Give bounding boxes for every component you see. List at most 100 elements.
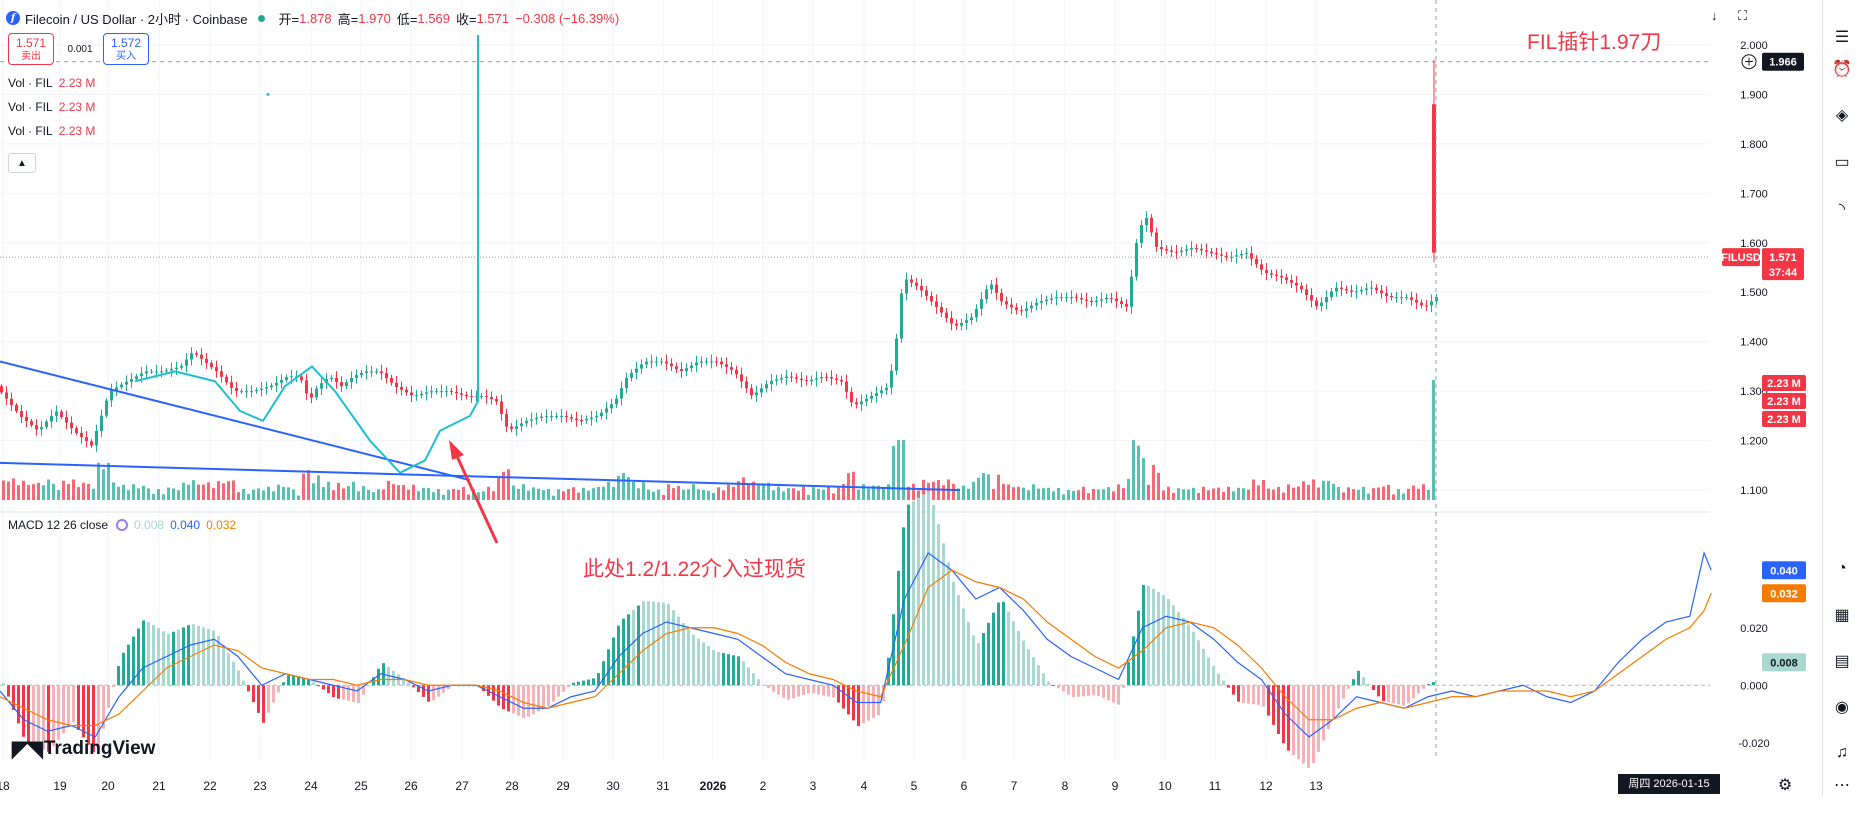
volume-bar <box>57 490 60 500</box>
candle-body <box>1345 289 1348 291</box>
broadcast-icon[interactable]: ◝ <box>1838 201 1846 218</box>
volume-bar <box>1392 494 1395 500</box>
layers-icon[interactable]: ◈ <box>1835 107 1849 124</box>
volume-bar <box>1007 484 1010 500</box>
macd-histogram-bar <box>1347 685 1350 689</box>
calendar-icon[interactable]: ▤ <box>1834 653 1850 670</box>
candle-body <box>1245 253 1248 255</box>
candle-body <box>1190 247 1193 250</box>
volume-legend[interactable]: Vol · FIL 2.23 M <box>8 100 95 114</box>
candle-body <box>715 361 718 363</box>
macd-signal-value: 0.032 <box>206 518 237 532</box>
macd-histogram-bar <box>532 685 535 715</box>
ideas-icon[interactable]: ◔ <box>1837 560 1847 577</box>
chart-canvas[interactable]: 2.000 1.900 1.800 1.700 1.600 1.500 1.400 1.300… <box>0 0 1864 797</box>
candle-body <box>145 371 148 374</box>
buy-button[interactable]: 1.572 买入 <box>103 33 149 65</box>
candle-body <box>1380 290 1383 294</box>
bell-icon[interactable]: ♫ <box>1836 744 1848 761</box>
candle-body <box>45 421 48 428</box>
volume-bar <box>1247 489 1250 500</box>
candle-body <box>410 392 413 396</box>
candle-body <box>1090 300 1093 303</box>
macd-histogram-bar <box>822 685 825 696</box>
volume-bar <box>467 494 470 500</box>
indicator-settings-icon[interactable] <box>116 519 129 531</box>
watchlist-icon[interactable]: ☰ <box>1834 29 1850 46</box>
volume-bar <box>897 440 900 500</box>
settings-gear-icon[interactable]: ⚙ <box>1777 777 1793 794</box>
volume-bar <box>257 488 260 500</box>
collapse-legend-button[interactable]: ▲ <box>8 153 36 173</box>
arrow-down-icon[interactable]: ↓ <box>1711 8 1718 23</box>
volume-bar <box>827 486 830 500</box>
price-tick-label: 1.300 <box>1740 386 1768 398</box>
volume-bar <box>1282 492 1285 500</box>
tradingview-logo[interactable]: ◤◥ TradingView <box>12 736 155 762</box>
calculator-icon[interactable]: ▦ <box>1834 607 1850 624</box>
macd-histogram-bar <box>692 634 695 686</box>
volume-bar <box>52 483 55 500</box>
macd-histogram-bar <box>82 685 85 738</box>
fullscreen-icon[interactable]: ⛶ <box>1738 8 1748 23</box>
macd-histogram-bar <box>747 667 750 686</box>
macd-histogram-bar <box>1092 685 1095 696</box>
macd-histogram-bar <box>2 683 5 686</box>
candle-body <box>1240 253 1243 256</box>
macd-histogram-bar <box>812 685 815 694</box>
volume-bar <box>547 489 550 500</box>
macd-histogram-bar <box>282 682 285 686</box>
sell-button[interactable]: 1.571 卖出 <box>8 33 54 65</box>
volume-bar <box>1312 479 1315 500</box>
volume-bar <box>1112 491 1115 500</box>
macd-legend[interactable]: MACD 12 26 close 0.008 0.040 0.032 <box>8 518 236 532</box>
time-tick-label: 24 <box>304 779 318 793</box>
volume-bar <box>1297 486 1300 500</box>
annotation-arrow-text[interactable]: 此处1.2/1.22介入过现货 <box>583 558 806 581</box>
volume-legend[interactable]: Vol · FIL 2.23 M <box>8 76 95 90</box>
candle-body <box>900 293 903 339</box>
time-tick-label: 23 <box>253 779 267 793</box>
volume-bar <box>527 490 530 500</box>
volume-bar <box>862 484 865 500</box>
candle-body <box>600 412 603 417</box>
volume-bar <box>392 484 395 500</box>
symbol-title[interactable]: Filecoin / US Dollar · 2小时 · Coinbase <box>25 11 248 27</box>
candle-body <box>1230 256 1233 258</box>
macd-histogram-bar <box>612 637 615 686</box>
high-label: 高= <box>337 11 359 27</box>
volume-bar <box>1242 488 1245 500</box>
price-tick-label: 1.400 <box>1740 337 1768 349</box>
candle-body <box>375 371 378 373</box>
macd-histogram-bar <box>842 685 845 709</box>
volume-bar <box>277 484 280 500</box>
macd-histogram-bar <box>302 678 305 686</box>
menu-icon[interactable]: ⋯ <box>1834 777 1850 794</box>
candle-body <box>980 299 983 309</box>
candle-body <box>1110 297 1113 299</box>
candle-body <box>155 371 158 373</box>
volume-bar <box>1337 487 1340 500</box>
candle-body <box>840 379 843 382</box>
candle-body <box>180 365 183 368</box>
macd-histogram-bar <box>1127 662 1130 686</box>
volume-bar <box>1252 479 1255 500</box>
candle-body <box>485 396 488 398</box>
chat-icon[interactable]: ▭ <box>1834 154 1850 171</box>
volume-bar <box>907 486 910 500</box>
volume-bar <box>1212 488 1215 500</box>
annotation-top-right[interactable]: FIL插针1.97刀 <box>1527 31 1662 54</box>
candle-body <box>930 295 933 302</box>
macd-histogram-bar <box>112 685 115 687</box>
alert-clock-icon[interactable]: ⏰ <box>1832 61 1852 78</box>
macd-histogram-bar <box>1117 685 1120 705</box>
volume-bar <box>977 477 980 500</box>
volume-bar <box>1142 458 1145 500</box>
stream-icon[interactable]: ◉ <box>1835 699 1849 716</box>
macd-histogram-bar <box>327 685 330 694</box>
volume-bar <box>752 481 755 500</box>
macd-histogram-bar <box>722 653 725 686</box>
volume-bar <box>37 482 40 500</box>
candle-body <box>490 396 493 400</box>
volume-legend[interactable]: Vol · FIL 2.23 M <box>8 124 95 138</box>
